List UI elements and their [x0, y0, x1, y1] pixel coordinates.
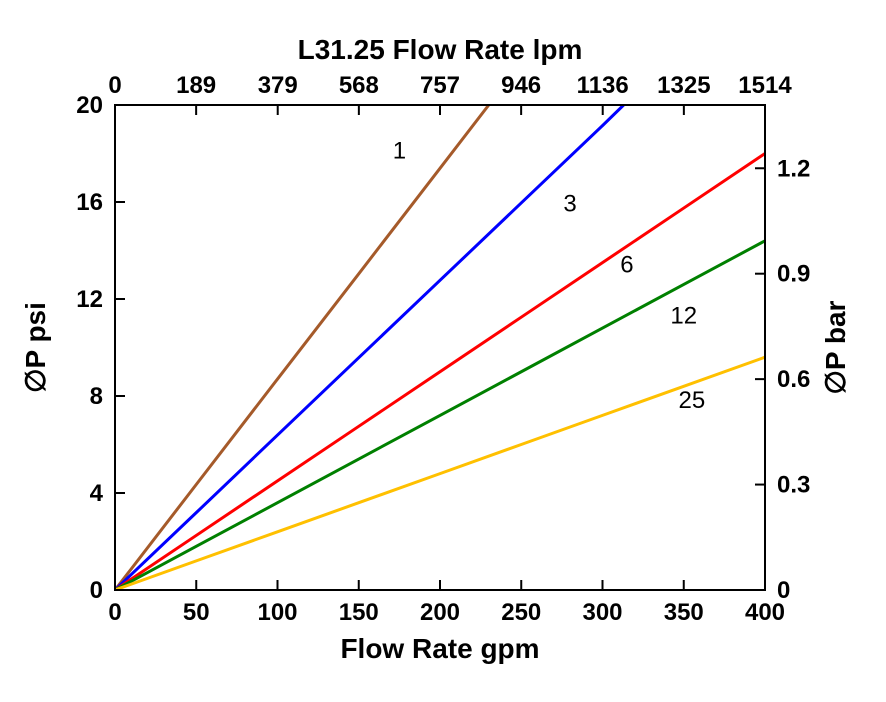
ytick-left-label: 8: [90, 383, 103, 410]
series-label-3: 3: [563, 191, 576, 218]
chart-top-title: L31.25 Flow Rate lpm: [298, 34, 583, 65]
ytick-right-label: 0.6: [777, 366, 810, 393]
series-label-6: 6: [620, 251, 633, 278]
xtick-top-label: 189: [176, 72, 216, 99]
ytick-right-label: 0: [777, 577, 790, 604]
xtick-top-label: 946: [501, 72, 541, 99]
xtick-top-label: 0: [108, 72, 121, 99]
chart-svg: 050100150200250300350400Flow Rate gpm018…: [0, 0, 886, 702]
series-label-25: 25: [679, 387, 706, 414]
flow-rate-chart: 050100150200250300350400Flow Rate gpm018…: [0, 0, 886, 702]
ytick-left-label: 16: [76, 189, 103, 216]
ytick-right-label: 0.9: [777, 261, 810, 288]
series-label-12: 12: [670, 302, 697, 329]
ytick-right-label: 1.2: [777, 155, 810, 182]
xtick-bottom-label: 300: [582, 599, 622, 626]
y-axis-right-title: ∅P bar: [820, 300, 851, 394]
ytick-left-label: 20: [76, 92, 103, 119]
xtick-bottom-label: 0: [108, 599, 121, 626]
x-axis-bottom-title: Flow Rate gpm: [340, 633, 539, 664]
xtick-top-label: 379: [258, 72, 298, 99]
xtick-top-label: 568: [339, 72, 379, 99]
ytick-left-label: 4: [90, 480, 104, 507]
xtick-top-label: 757: [420, 72, 460, 99]
ytick-right-label: 0.3: [777, 472, 810, 499]
xtick-bottom-label: 150: [339, 599, 379, 626]
xtick-top-label: 1136: [577, 72, 629, 99]
ytick-left-label: 0: [90, 577, 103, 604]
xtick-bottom-label: 350: [664, 599, 704, 626]
xtick-bottom-label: 50: [183, 599, 210, 626]
series-label-1: 1: [393, 137, 406, 164]
ytick-left-label: 12: [76, 286, 103, 313]
xtick-bottom-label: 100: [257, 599, 297, 626]
xtick-top-label: 1325: [657, 72, 710, 99]
xtick-bottom-label: 250: [501, 599, 541, 626]
xtick-top-label: 1514: [738, 72, 792, 99]
xtick-bottom-label: 200: [420, 599, 460, 626]
y-axis-left-title: ∅P psi: [20, 302, 51, 393]
